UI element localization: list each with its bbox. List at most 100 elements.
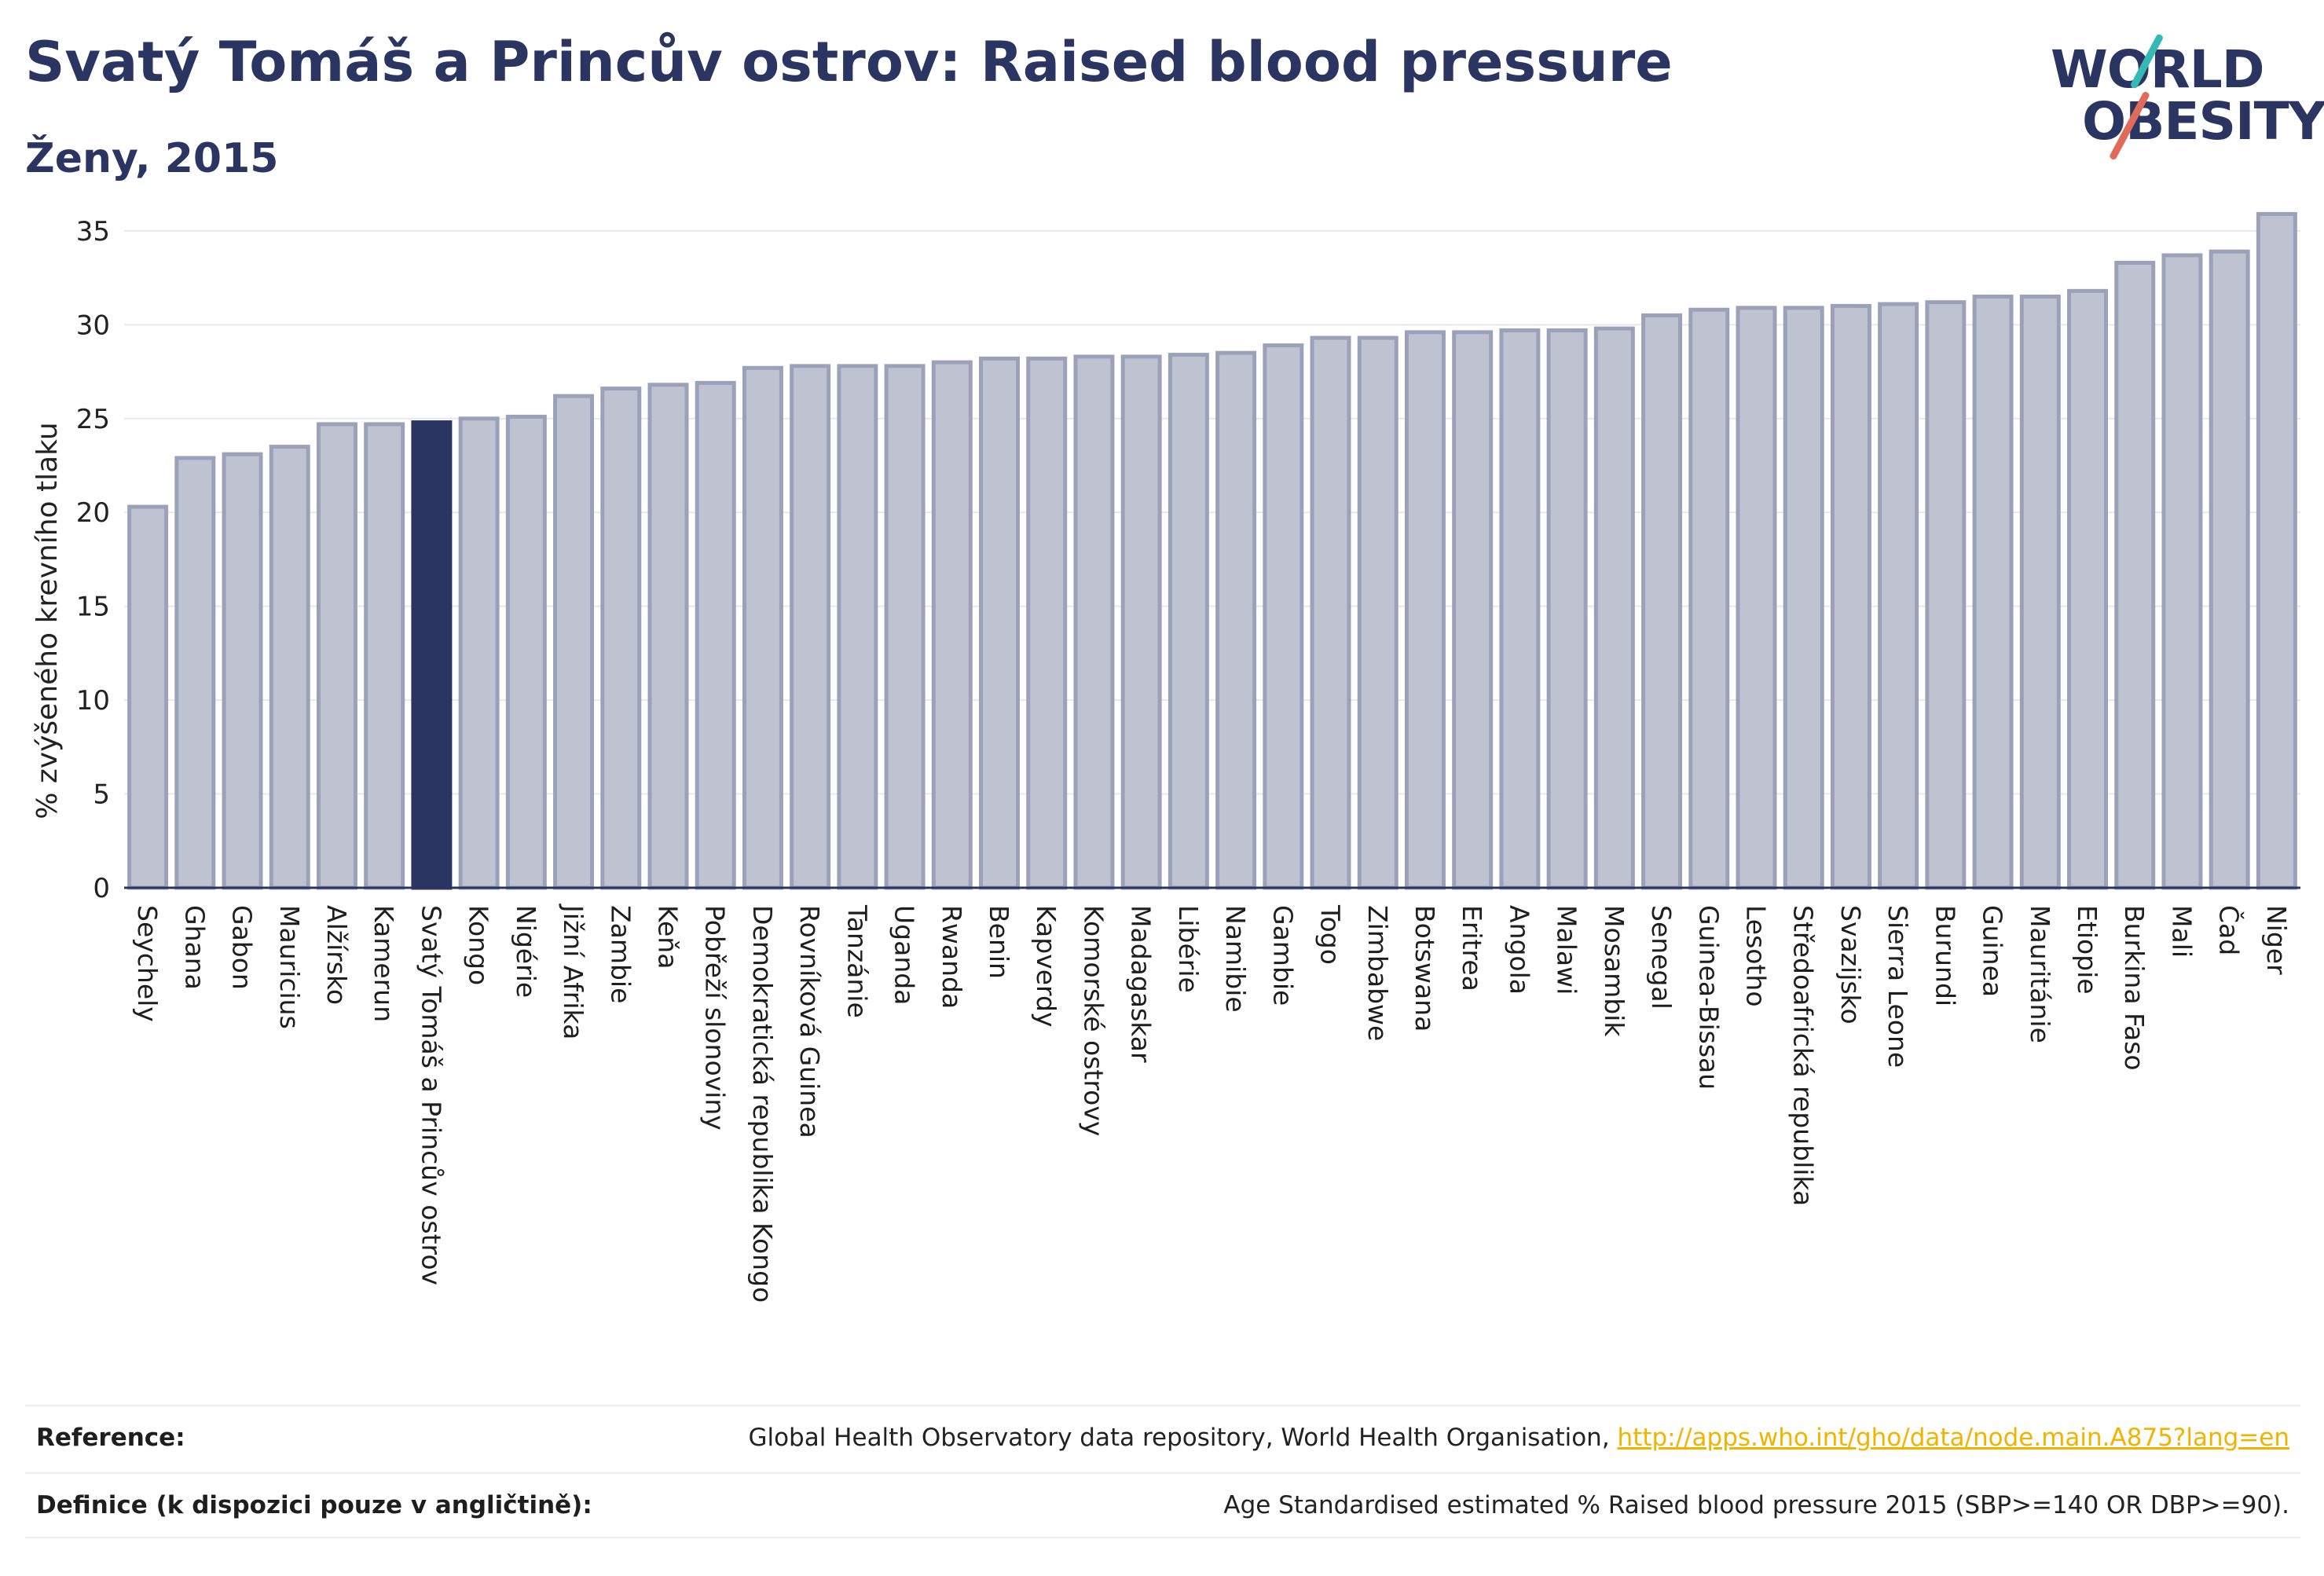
bar[interactable] xyxy=(1215,350,1257,890)
axis-layer: 0 5 10 15 20 25 30 35 Seychely Ghana Gabon Mauriciu… xyxy=(76,216,2300,1303)
x-tick-label: Kongo xyxy=(464,905,494,985)
bar[interactable] xyxy=(316,422,357,890)
y-tick-label: 10 xyxy=(76,685,110,717)
reference-link[interactable]: http://apps.who.int/gho/data/node.main.A… xyxy=(1617,1424,2289,1452)
x-tick-label: Tanzánie xyxy=(841,904,872,1018)
x-tick-label: Mauricius xyxy=(274,905,305,1029)
bar[interactable] xyxy=(1120,354,1162,890)
world-obesity-logo[interactable]: WORLD OBESITY xyxy=(2051,31,2324,165)
bar[interactable] xyxy=(647,383,689,890)
x-tick-label: Gabon xyxy=(227,905,258,990)
x-tick-label: Mali xyxy=(2166,905,2197,958)
logo-text-world: WORLD xyxy=(2051,39,2265,100)
bar[interactable] xyxy=(790,364,831,890)
bar[interactable] xyxy=(2114,261,2156,890)
bar[interactable] xyxy=(553,394,595,890)
x-tick-label: Nigérie xyxy=(511,905,541,998)
bar[interactable] xyxy=(695,380,736,890)
x-tick-label: Guinea-Bissau xyxy=(1693,905,1724,1090)
reference-text: Global Health Observatory data repositor… xyxy=(748,1424,1610,1452)
reference-value: Global Health Observatory data repositor… xyxy=(748,1424,2300,1452)
bar[interactable] xyxy=(1263,343,1304,890)
bar[interactable] xyxy=(1404,330,1446,890)
x-tick-label: Burkina Faso xyxy=(2119,905,2150,1071)
chart-title: Svatý Tomáš a Princův ostrov: Raised blo… xyxy=(25,30,1673,94)
x-tick-label: Alžírsko xyxy=(321,905,352,1005)
bar[interactable] xyxy=(931,360,973,890)
bar[interactable] xyxy=(1641,313,1683,890)
bar[interactable] xyxy=(269,445,310,890)
bar[interactable] xyxy=(2209,249,2250,890)
bar[interactable] xyxy=(1736,306,1777,890)
x-tick-label: Togo xyxy=(1315,904,1346,965)
x-tick-label: Svazijsko xyxy=(1835,905,1866,1024)
y-tick-label: 20 xyxy=(76,497,110,529)
bar[interactable] xyxy=(1688,307,1730,890)
x-tick-label: Namibie xyxy=(1220,905,1251,1013)
x-tick-label: Komorské ostrovy xyxy=(1078,905,1109,1136)
bar[interactable] xyxy=(1357,335,1398,890)
x-tick-label: Etiopie xyxy=(2072,905,2102,995)
x-tick-label: Demokratická republika Kongo xyxy=(747,905,778,1303)
y-tick-label: 5 xyxy=(93,779,110,811)
x-tick-label: Mauritánie xyxy=(2025,905,2055,1043)
x-tick-label: Sierra Leone xyxy=(1882,905,1913,1068)
bar[interactable] xyxy=(2019,295,2061,890)
bar[interactable] xyxy=(174,456,216,890)
x-tick-label: Čad xyxy=(2214,905,2245,955)
reference-row: Reference: Global Health Observatory dat… xyxy=(25,1405,2300,1469)
bar[interactable] xyxy=(1546,328,1588,890)
x-tick-label: Malawi xyxy=(1552,905,1582,995)
bar[interactable] xyxy=(364,422,405,890)
x-tick-label: Lesotho xyxy=(1741,905,1772,1007)
bar-layer xyxy=(127,211,2297,890)
bar[interactable] xyxy=(505,414,547,890)
bar[interactable] xyxy=(979,356,1021,890)
bar[interactable] xyxy=(222,452,263,890)
bar[interactable] xyxy=(1073,354,1115,890)
x-tick-label: Burundi xyxy=(1930,905,1960,1006)
y-tick-label: 15 xyxy=(76,592,110,623)
x-tick-label: Ghana xyxy=(179,905,210,990)
bar[interactable] xyxy=(1593,326,1635,890)
bar[interactable] xyxy=(1925,300,1967,890)
x-tick-label: Seychely xyxy=(132,905,163,1022)
x-tick-label: Gambie xyxy=(1267,905,1298,1006)
x-tick-label: Eritrea xyxy=(1457,905,1487,991)
chart-subtitle: Ženy, 2015 xyxy=(25,135,279,182)
x-tick-label: Rovníková Guinea xyxy=(794,905,825,1138)
x-tick-label: Senegal xyxy=(1646,905,1677,1010)
bar[interactable] xyxy=(1452,330,1494,890)
bar[interactable] xyxy=(1310,335,1351,890)
bar[interactable] xyxy=(837,364,878,890)
bar[interactable] xyxy=(2256,211,2297,890)
x-tick-label: Pobřeží slonoviny xyxy=(700,905,731,1131)
bar[interactable] xyxy=(458,416,500,890)
x-tick-label: Svatý Tomáš a Princův ostrov xyxy=(416,905,446,1285)
bar[interactable] xyxy=(1026,356,1068,890)
x-tick-label: Středoafrická republika xyxy=(1788,905,1819,1206)
x-tick-label: Benin xyxy=(984,905,1014,979)
bar[interactable] xyxy=(127,504,169,890)
x-tick-label: Rwanda xyxy=(937,905,967,1009)
bar[interactable] xyxy=(1499,328,1541,890)
bar[interactable] xyxy=(600,387,642,890)
bar[interactable] xyxy=(1167,353,1209,890)
bar[interactable] xyxy=(1783,306,1824,890)
reference-label: Reference: xyxy=(36,1424,185,1452)
footer-divider xyxy=(25,1537,2300,1538)
bar[interactable] xyxy=(742,365,783,890)
bar[interactable] xyxy=(1972,295,2014,890)
x-tick-label: Jižní Afrika xyxy=(558,903,588,1039)
x-tick-label: Niger xyxy=(2261,905,2292,975)
bar-highlight[interactable] xyxy=(411,420,453,890)
x-tick-label: Madagaskar xyxy=(1126,905,1157,1063)
bar[interactable] xyxy=(1878,302,1919,890)
bar[interactable] xyxy=(2161,253,2203,890)
definition-row: Definice (k dispozici pouze v angličtině… xyxy=(25,1472,2300,1537)
x-tick-label: Keňa xyxy=(653,905,684,969)
bar[interactable] xyxy=(884,364,926,890)
bar[interactable] xyxy=(2067,288,2109,890)
y-axis-label: % zvýšeného krevního tlaku xyxy=(31,422,64,819)
bar[interactable] xyxy=(1830,303,1871,890)
